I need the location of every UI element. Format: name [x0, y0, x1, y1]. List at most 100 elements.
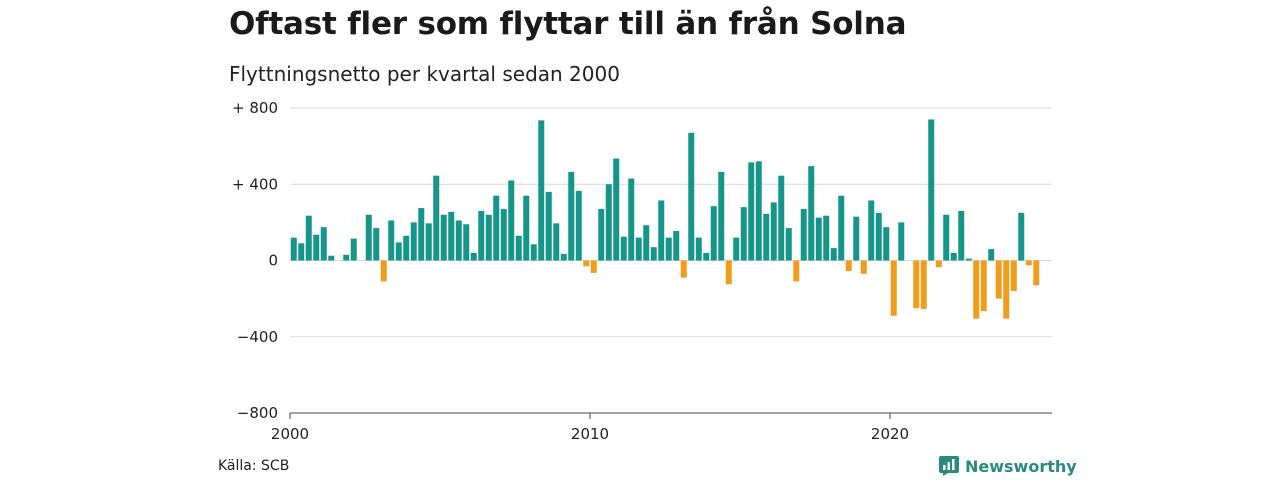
bar [643, 225, 650, 261]
bar [508, 180, 515, 261]
bar [448, 211, 455, 261]
bar [500, 209, 507, 261]
chart-subtitle: Flyttningsnetto per kvartal sedan 2000 [229, 62, 620, 86]
bar [973, 260, 980, 319]
bar [1018, 212, 1025, 261]
bar [665, 237, 672, 261]
bar [898, 222, 905, 261]
bar [538, 120, 545, 261]
bar [658, 200, 665, 261]
bar [298, 243, 305, 261]
x-tick-label: 2020 [871, 425, 909, 443]
bar [515, 235, 522, 261]
bar [710, 206, 717, 261]
x-tick-label: 2010 [571, 425, 609, 443]
bar [860, 260, 867, 274]
bar [965, 258, 972, 261]
bar [455, 220, 462, 261]
bar [1033, 260, 1040, 286]
bar [605, 184, 612, 261]
bar [815, 217, 822, 261]
bar [740, 207, 747, 261]
bar [770, 202, 777, 261]
y-tick-label: + 800 [232, 99, 278, 117]
bar [778, 175, 785, 261]
bar [725, 260, 732, 285]
bar [1025, 260, 1032, 266]
bar [628, 178, 635, 261]
x-tick-label: 2000 [271, 425, 309, 443]
chart-title: Oftast fler som flyttar till än från Sol… [229, 6, 907, 42]
bar [695, 237, 702, 261]
bar [470, 252, 477, 261]
bar [988, 249, 995, 261]
x-axis: 2000 2010 2020 [271, 412, 1052, 443]
bar [433, 175, 440, 261]
source-note: Källa: SCB [218, 458, 290, 474]
bar [763, 213, 770, 261]
bar [950, 252, 957, 261]
bar [928, 119, 935, 261]
bar [560, 253, 567, 261]
bar [845, 260, 852, 271]
bar [545, 191, 552, 261]
bar [590, 260, 597, 273]
bar-chart-logo-icon [939, 456, 959, 476]
bar [553, 223, 560, 261]
bar [305, 215, 312, 261]
bar [808, 166, 815, 261]
bar [785, 228, 792, 261]
bar [800, 209, 807, 261]
bar [320, 227, 327, 261]
brand-name: Newsworthy [965, 456, 1077, 476]
bar [380, 260, 387, 282]
bar [328, 255, 335, 261]
bar [748, 162, 755, 261]
bar [890, 260, 897, 316]
bar [575, 190, 582, 261]
bar [493, 195, 500, 261]
bar [530, 244, 537, 261]
bar [485, 214, 492, 261]
bar [478, 210, 485, 261]
bar [440, 214, 447, 261]
y-tick-label: 0 [268, 252, 278, 270]
bar [980, 260, 987, 312]
bar [913, 260, 920, 309]
brand-logo[interactable]: Newsworthy [939, 456, 1077, 476]
bar [403, 235, 410, 261]
bar [463, 224, 470, 261]
bar [823, 215, 830, 261]
bar [650, 247, 657, 261]
bar [883, 227, 890, 261]
bar [875, 212, 882, 261]
bars [290, 119, 1040, 319]
bar [853, 216, 860, 261]
y-tick-label: −800 [237, 404, 278, 422]
bar [290, 237, 297, 261]
bar [920, 260, 927, 310]
bar [935, 260, 942, 268]
bar [830, 248, 837, 261]
bar [995, 260, 1002, 299]
bar [523, 195, 530, 261]
y-axis-labels: + 800 + 400 0 −400 −800 [232, 99, 278, 422]
bar [635, 237, 642, 261]
y-tick-label: −400 [237, 328, 278, 346]
bar [793, 260, 800, 282]
bar [838, 195, 845, 261]
bar [943, 214, 950, 261]
bar [418, 208, 425, 261]
bar [425, 223, 432, 261]
bar [365, 214, 372, 261]
bar [395, 242, 402, 261]
bar [373, 228, 380, 261]
bar [755, 161, 762, 261]
bar [1010, 260, 1017, 291]
bar [313, 234, 320, 261]
bar [598, 209, 605, 261]
bar [680, 260, 687, 278]
bar [868, 200, 875, 261]
bar [350, 238, 357, 261]
